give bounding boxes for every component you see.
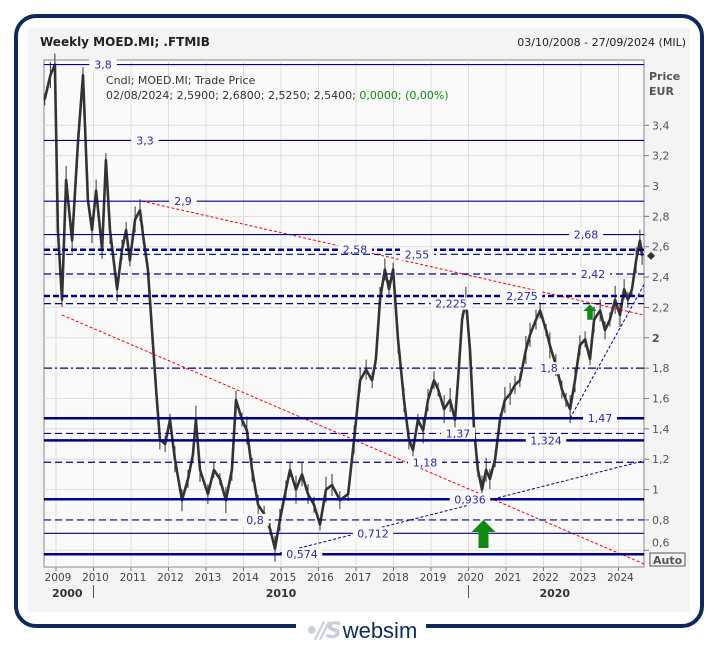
x-tick-label: 2015: [270, 572, 297, 584]
y-tick-label: 1,8: [652, 362, 670, 375]
y-tick-label: 2,2: [652, 301, 670, 314]
y-tick-label: 1: [652, 484, 659, 497]
decade-label: 2000: [52, 587, 83, 600]
level-label: 2,55: [405, 248, 430, 261]
websim-logo-icon: •//S: [304, 618, 342, 644]
y-tick-label: 2,6: [652, 241, 670, 254]
level-label-bg: [569, 228, 603, 241]
x-tick-label: 2010: [82, 572, 109, 584]
websim-logo: •//S websim: [296, 618, 426, 644]
level-label: 2,68: [574, 229, 599, 242]
level-label-bg: [131, 134, 159, 147]
auto-button-box: [649, 552, 686, 567]
x-tick-label: 2017: [345, 572, 372, 584]
level-label-bg: [525, 434, 567, 447]
resistance-trendline: [142, 200, 645, 316]
decade-label: 2010: [266, 587, 297, 600]
legend-line-1: Cndl; MOED.MI; Trade Price: [106, 74, 256, 87]
decade-label: 2020: [539, 587, 570, 600]
level-label-bg: [408, 456, 442, 469]
date-range: 03/10/2008 - 27/09/2024 (MIL): [517, 36, 686, 49]
currency-label: EUR: [649, 85, 674, 98]
level-label-bg: [583, 412, 617, 425]
y-tick-label: 2,8: [652, 210, 670, 223]
y-tick-label: 1,6: [652, 393, 670, 406]
x-tick-label: 2022: [532, 572, 559, 584]
last-price-marker-icon: [647, 251, 655, 260]
legend-change: 0,0000; (0,00%): [359, 89, 448, 102]
level-label: 0,712: [357, 527, 389, 540]
x-tick-label: 2021: [495, 572, 522, 584]
y-tick-label: 1,2: [652, 453, 670, 466]
level-label-bg: [535, 362, 563, 375]
level-label: 2,58: [343, 244, 368, 257]
x-tick-label: 2009: [45, 572, 72, 584]
y-tick-label: 3: [652, 180, 659, 193]
price-axis-title: Price: [649, 70, 680, 83]
level-label-bg: [501, 290, 543, 303]
level-label: 3,3: [136, 134, 154, 147]
y-tick-label: 1,4: [652, 423, 670, 436]
x-tick-label: 2014: [232, 572, 259, 584]
level-label-bg: [241, 513, 269, 526]
level-label: 1,37: [446, 427, 471, 440]
level-label-bg: [400, 248, 434, 261]
y-tick-label: 0,6: [652, 536, 670, 549]
level-label-bg: [281, 548, 323, 561]
level-label-bg: [89, 58, 117, 71]
level-label-bg: [441, 427, 475, 440]
legend-values: 02/08/2024; 2,5900; 2,6800; 2,5250; 2,54…: [106, 89, 359, 102]
y-tick-label: 3,4: [652, 119, 670, 132]
x-tick-label: 2013: [195, 572, 222, 584]
level-label: 1,8: [540, 362, 558, 375]
level-label-bg: [169, 195, 197, 208]
chart-title: Weekly MOED.MI; .FTMIB: [40, 35, 210, 49]
level-label: 3,8: [94, 59, 112, 72]
x-tick-label: 2016: [307, 572, 334, 584]
level-label: 0,574: [286, 548, 318, 561]
x-tick-label: 2024: [607, 572, 634, 584]
x-tick-label: 2019: [420, 572, 447, 584]
level-label: 2,225: [435, 298, 467, 311]
level-label-bg: [449, 493, 491, 506]
y-tick-label: 2: [652, 332, 660, 345]
x-tick-label: 2012: [157, 572, 184, 584]
level-label: 2,275: [506, 290, 538, 303]
y-tick-label: 0,8: [652, 514, 670, 527]
x-tick-label: 2020: [457, 572, 484, 584]
auto-button-label: Auto: [653, 554, 683, 567]
x-tick-label: 2023: [570, 572, 597, 584]
support-trendline: [274, 460, 645, 555]
level-label: 0,8: [246, 514, 264, 527]
buy-arrow-icon: [471, 519, 496, 548]
level-label: 1,324: [530, 434, 562, 447]
legend-line-2: 02/08/2024; 2,5900; 2,6800; 2,5250; 2,54…: [106, 89, 449, 102]
y-tick-label: 3,2: [652, 150, 670, 163]
level-label-bg: [352, 527, 394, 540]
auto-button[interactable]: Auto: [649, 552, 686, 567]
support-trendline: [569, 284, 645, 419]
level-label: 2,9: [174, 195, 192, 208]
level-label-bg: [338, 243, 372, 256]
buy-arrow-icon: [583, 304, 597, 320]
logo-text: websim: [342, 618, 418, 643]
x-tick-label: 2011: [120, 572, 147, 584]
level-label: 0,936: [454, 493, 486, 506]
level-label: 2,42: [581, 268, 606, 281]
x-tick-label: 2018: [382, 572, 409, 584]
level-label-bg: [430, 297, 472, 310]
level-label-bg: [576, 268, 610, 281]
level-label: 1,18: [413, 456, 438, 469]
level-label: 1,47: [588, 412, 613, 425]
y-tick-label: 2,4: [652, 271, 670, 284]
